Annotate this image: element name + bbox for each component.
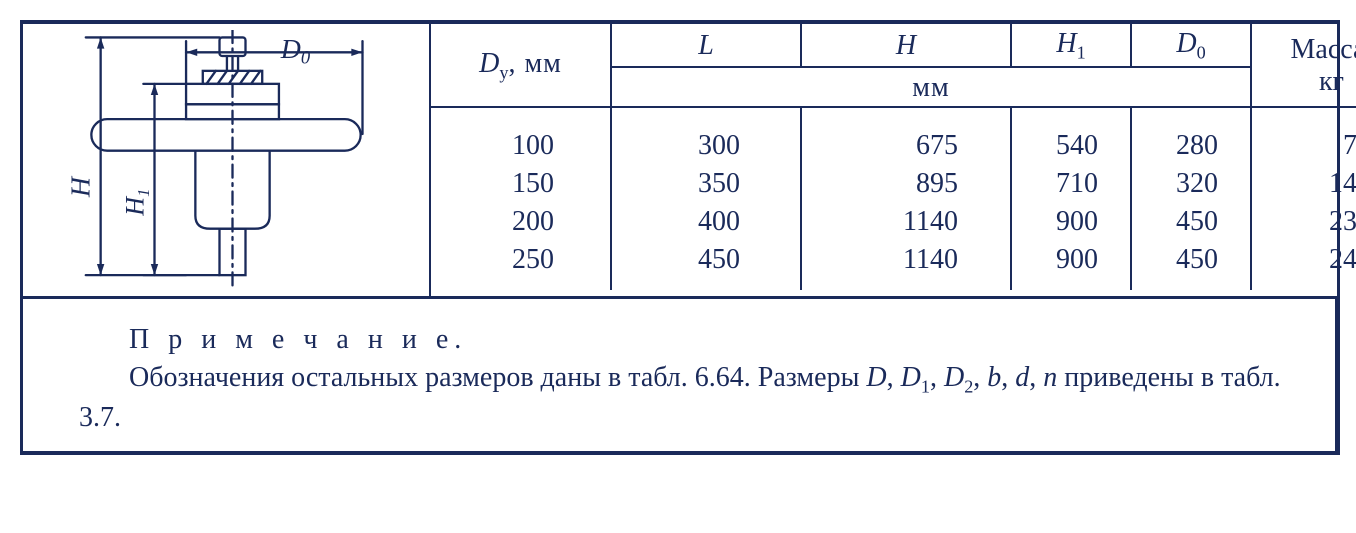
cell-H1: 540	[1011, 107, 1131, 164]
table-row: 2004001140900450230	[431, 202, 1356, 240]
top-row: D0 H H1 Dу, мм L H	[23, 24, 1337, 296]
cell-mass_kg: 230	[1251, 202, 1356, 240]
cell-Dy_mm: 150	[431, 164, 611, 202]
cell-mass_kg: 140	[1251, 164, 1356, 202]
table-row: 150350895710320140	[431, 164, 1356, 202]
cell-H: 675	[801, 107, 1011, 164]
cell-D0: 320	[1131, 164, 1251, 202]
cell-L: 450	[611, 240, 801, 290]
cell-L: 300	[611, 107, 801, 164]
col-header-mass: Масса,кг	[1251, 24, 1356, 107]
note-text: П р и м е ч а н и е. Обозначения остальн…	[23, 298, 1336, 451]
cell-D0: 280	[1131, 107, 1251, 164]
cell-H1: 900	[1011, 202, 1131, 240]
diagram-label-d0: D0	[280, 34, 311, 69]
cell-Dy_mm: 250	[431, 240, 611, 290]
col-header-d0: D0	[1131, 24, 1251, 67]
col-header-l: L	[611, 24, 801, 67]
cell-H: 895	[801, 164, 1011, 202]
note-body: Обозначения остальных размеров даны в та…	[79, 359, 1311, 437]
cell-H: 1140	[801, 240, 1011, 290]
cell-mass_kg: 74	[1251, 107, 1356, 164]
data-body: 1003006755402807415035089571032014020040…	[431, 107, 1356, 291]
cell-D0: 450	[1131, 202, 1251, 240]
col-header-h1: H1	[1011, 24, 1131, 67]
cell-mass_kg: 249	[1251, 240, 1356, 290]
cell-H1: 710	[1011, 164, 1131, 202]
diagram-label-h: H	[66, 175, 97, 198]
header-row-1: Dу, мм L H H1 D0 Масса,кг	[431, 24, 1356, 67]
table-frame: D0 H H1 Dу, мм L H	[20, 20, 1340, 455]
cell-Dy_mm: 200	[431, 202, 611, 240]
cell-H: 1140	[801, 202, 1011, 240]
col-header-h: H	[801, 24, 1011, 67]
cell-D0: 450	[1131, 240, 1251, 290]
data-table-wrap: Dу, мм L H H1 D0 Масса,кг	[429, 24, 1356, 296]
cell-H1: 900	[1011, 240, 1131, 290]
valve-diagram: D0 H H1	[41, 30, 411, 290]
data-table: Dу, мм L H H1 D0 Масса,кг	[431, 24, 1356, 290]
cell-L: 350	[611, 164, 801, 202]
cell-Dy_mm: 100	[431, 107, 611, 164]
note-row: П р и м е ч а н и е. Обозначения остальн…	[23, 298, 1336, 451]
table-row: 10030067554028074	[431, 107, 1356, 164]
table-row: 2504501140900450249	[431, 240, 1356, 290]
diagram-label-h1: H1	[120, 189, 153, 217]
unit-row: мм	[611, 67, 1251, 107]
col-header-dy: Dу, мм	[431, 24, 611, 107]
note-title: П р и м е ч а н и е.	[79, 321, 467, 359]
diagram-cell: D0 H H1	[23, 24, 429, 296]
cell-L: 400	[611, 202, 801, 240]
